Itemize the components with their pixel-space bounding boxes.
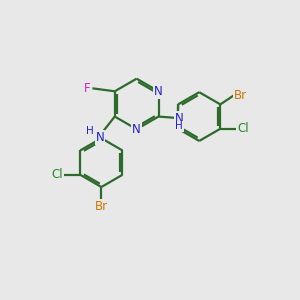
Text: Br: Br (95, 200, 108, 213)
Text: N: N (95, 131, 104, 144)
Text: Cl: Cl (52, 168, 63, 181)
Text: Br: Br (234, 89, 247, 102)
Text: N: N (154, 85, 163, 98)
Text: H: H (176, 122, 183, 131)
Text: Cl: Cl (237, 122, 249, 135)
Text: F: F (84, 82, 90, 95)
Text: N: N (175, 112, 184, 124)
Text: H: H (86, 126, 94, 136)
Text: N: N (132, 123, 141, 136)
